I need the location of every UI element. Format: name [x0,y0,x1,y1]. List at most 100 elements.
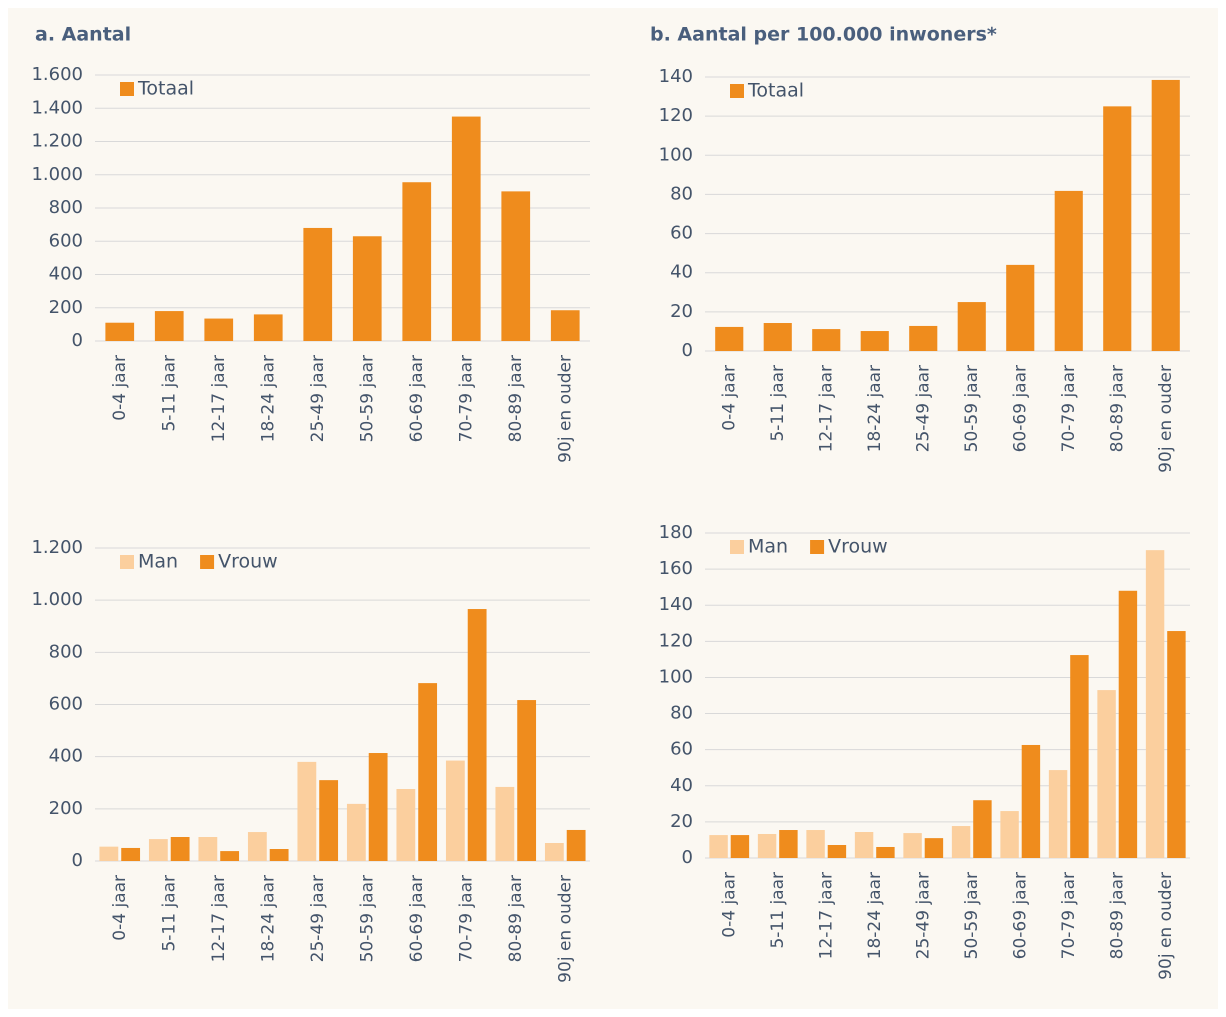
bar [973,800,992,858]
legend-swatch [810,540,825,554]
x-tick-label: 18-24 jaar [258,355,278,442]
bar [550,310,580,341]
y-tick-label: 100 [659,666,693,687]
bar [854,832,874,858]
y-tick-label: 1.000 [31,589,83,610]
legend-label: Totaal [137,78,194,100]
bar [269,849,289,861]
bar [763,323,792,351]
bar [121,847,141,861]
legend-label: Vrouw [828,536,888,558]
y-tick-label: 600 [49,230,83,251]
bar [396,789,416,861]
x-tick-label: 18-24 jaar [865,872,885,959]
y-tick-label: 80 [670,183,693,204]
bar [346,803,366,861]
y-tick-label: 0 [72,850,83,871]
x-tick-label: 60-69 jaar [1010,365,1030,452]
x-tick-label: 90j en ouder [555,355,575,463]
legend-label: Vrouw [218,551,278,573]
bar [352,236,382,341]
y-tick-label: 1.200 [31,131,83,152]
bar [451,116,481,341]
x-tick-label: 12-17 jaar [209,355,229,442]
bar [1054,190,1083,351]
x-tick-label: 5-11 jaar [768,872,788,949]
bar [445,760,465,861]
bar [467,609,487,861]
x-tick-label: 70-79 jaar [1059,365,1079,452]
x-tick-label: 25-49 jaar [308,355,328,442]
x-tick-label: 50-59 jaar [962,872,982,959]
legend-label: Man [748,536,788,558]
bar [1151,79,1180,351]
y-tick-label: 120 [659,105,693,126]
legend-swatch [120,555,134,569]
y-tick-label: 1.400 [31,97,83,118]
x-tick-label: 0-4 jaar [719,365,739,431]
bar [501,191,531,341]
bar [1021,744,1041,858]
y-tick-label: 200 [49,798,83,819]
x-tick-label: 70-79 jaar [456,875,476,962]
bar [1070,655,1089,858]
bar [903,833,922,858]
x-tick-label: 60-69 jaar [1010,872,1030,959]
x-tick-label: 90j en ouder [555,875,575,983]
bar [1006,264,1035,351]
bar [779,830,798,858]
bar [198,837,218,861]
bar [951,826,971,858]
x-tick-label: 12-17 jaar [816,872,836,959]
x-tick-label: 50-59 jaar [357,355,377,442]
y-tick-label: 60 [670,223,693,244]
bar [303,227,333,341]
x-tick-label: 80-89 jaar [1107,365,1127,452]
x-tick-label: 12-17 jaar [209,875,229,962]
x-tick-label: 0-4 jaar [110,875,130,941]
x-tick-label: 5-11 jaar [159,355,179,432]
bar [924,838,944,858]
bar [418,683,438,861]
x-tick-label: 70-79 jaar [1059,872,1079,959]
bar [148,839,168,861]
bar [757,833,777,858]
y-tick-label: 20 [670,811,693,832]
y-tick-label: 0 [682,847,693,868]
bar [368,753,388,861]
bar [517,700,537,861]
y-tick-label: 180 [659,522,693,543]
x-tick-label: 12-17 jaar [816,365,836,452]
x-tick-label: 25-49 jaar [308,875,328,962]
bar [99,846,119,861]
legend-label: Totaal [747,80,804,102]
bar [566,829,586,861]
bar [957,302,986,351]
bar [860,331,889,351]
x-tick-label: 90j en ouder [1156,872,1176,980]
y-tick-label: 600 [49,694,83,715]
y-tick-label: 120 [659,630,693,651]
y-tick-label: 400 [49,264,83,285]
y-tick-label: 20 [670,301,693,322]
x-tick-label: 80-89 jaar [506,355,526,442]
bar [709,835,728,858]
x-tick-label: 0-4 jaar [110,355,130,421]
bar [806,830,825,858]
x-tick-label: 80-89 jaar [506,875,526,962]
y-tick-label: 200 [49,297,83,318]
x-tick-label: 50-59 jaar [962,365,982,452]
bar [204,318,234,341]
bar [495,786,515,861]
y-tick-label: 40 [670,262,693,283]
x-tick-label: 0-4 jaar [719,872,739,938]
legend-swatch [120,82,134,96]
chart-title: b. Aantal per 100.000 inwoners* [650,24,997,46]
bar [544,843,564,861]
bar [1167,631,1186,858]
y-tick-label: 140 [659,66,693,87]
x-tick-label: 5-11 jaar [159,875,179,952]
bar [876,846,895,858]
bar [1097,690,1116,858]
